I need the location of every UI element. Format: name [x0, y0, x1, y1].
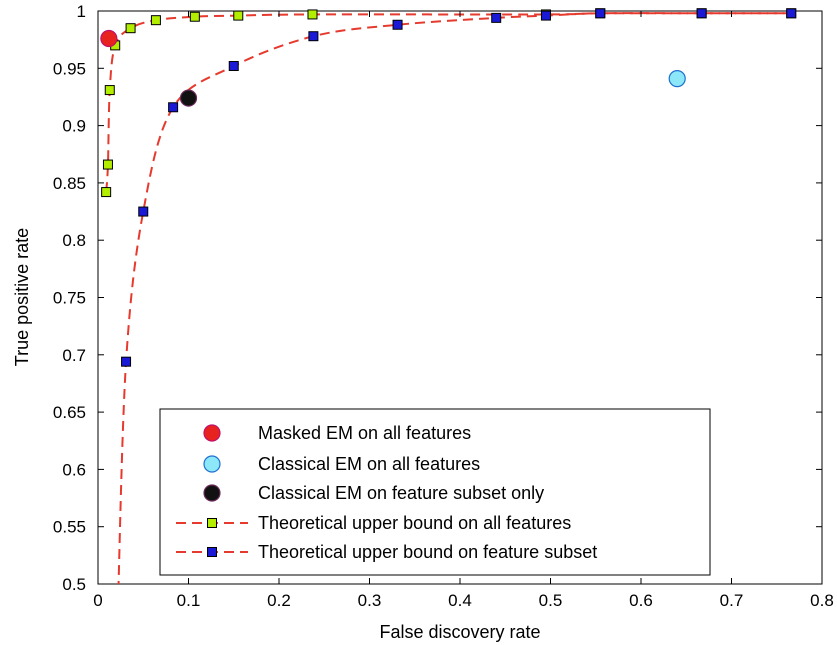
- x-axis-label: False discovery rate: [379, 622, 540, 642]
- data-point: [491, 12, 502, 23]
- legend: Masked EM on all features Classical EM on…: [159, 408, 711, 576]
- data-point: [228, 61, 239, 72]
- data-point: [179, 89, 198, 107]
- data-point: [102, 159, 113, 170]
- data-point: [308, 31, 319, 42]
- y-tick-label: 0.5: [62, 575, 86, 594]
- x-axis: 0 0.1 0.2 0.3 0.4 0.5 0.6 0.7 0.8: [93, 11, 834, 610]
- y-axis-label: True positive rate: [12, 228, 32, 366]
- y-tick-label: 0.75: [53, 289, 86, 308]
- y-tick-label: 1: [77, 2, 86, 21]
- data-point: [138, 206, 149, 217]
- x-tick-label: 0.3: [358, 591, 382, 610]
- x-tick-label: 0: [93, 591, 102, 610]
- legend-marker: [203, 424, 221, 442]
- legend-label: Theoretical upper bound on feature subse…: [258, 542, 597, 562]
- legend-marker: [203, 484, 221, 502]
- y-tick-label: 0.7: [62, 346, 86, 365]
- data-point: [307, 9, 318, 20]
- y-tick-label: 0.65: [53, 403, 86, 422]
- y-tick-label: 0.95: [53, 59, 86, 78]
- data-point: [696, 8, 707, 19]
- data-point: [233, 10, 244, 21]
- data-point: [595, 8, 606, 19]
- data-point: [100, 29, 118, 48]
- markers: [100, 8, 797, 367]
- legend-box: [159, 408, 711, 576]
- x-tick-label: 0.2: [267, 591, 291, 610]
- data-point: [168, 102, 179, 113]
- legend-marker: [203, 455, 221, 473]
- data-point: [125, 23, 136, 34]
- legend-label: Classical EM on all features: [258, 454, 480, 474]
- x-tick-label: 0.8: [810, 591, 834, 610]
- legend-label: Classical EM on feature subset only: [258, 483, 544, 503]
- y-tick-label: 0.6: [62, 460, 86, 479]
- legend-label: Theoretical upper bound on all features: [258, 513, 571, 533]
- legend-marker: [207, 518, 217, 528]
- data-point: [101, 187, 112, 198]
- y-tick-label: 0.55: [53, 518, 86, 537]
- y-tick-label: 0.9: [62, 117, 86, 136]
- legend-marker: [207, 547, 217, 557]
- data-point: [104, 85, 115, 96]
- data-point: [668, 70, 686, 88]
- data-point: [392, 19, 403, 30]
- data-point: [786, 8, 797, 19]
- data-point: [121, 356, 132, 367]
- y-tick-label: 0.85: [53, 174, 86, 193]
- x-tick-label: 0.6: [629, 591, 653, 610]
- x-tick-label: 0.1: [177, 591, 201, 610]
- data-point: [150, 15, 161, 26]
- legend-label: Masked EM on all features: [258, 423, 471, 443]
- y-tick-label: 0.8: [62, 231, 86, 250]
- x-tick-label: 0.7: [720, 591, 744, 610]
- x-tick-label: 0.5: [539, 591, 563, 610]
- x-tick-label: 0.4: [448, 591, 472, 610]
- y-axis: 0.5 0.55 0.6 0.65 0.7 0.75 0.8 0.85 0.9 0.95 1: [53, 2, 822, 594]
- data-point: [540, 10, 551, 21]
- data-point: [189, 11, 200, 22]
